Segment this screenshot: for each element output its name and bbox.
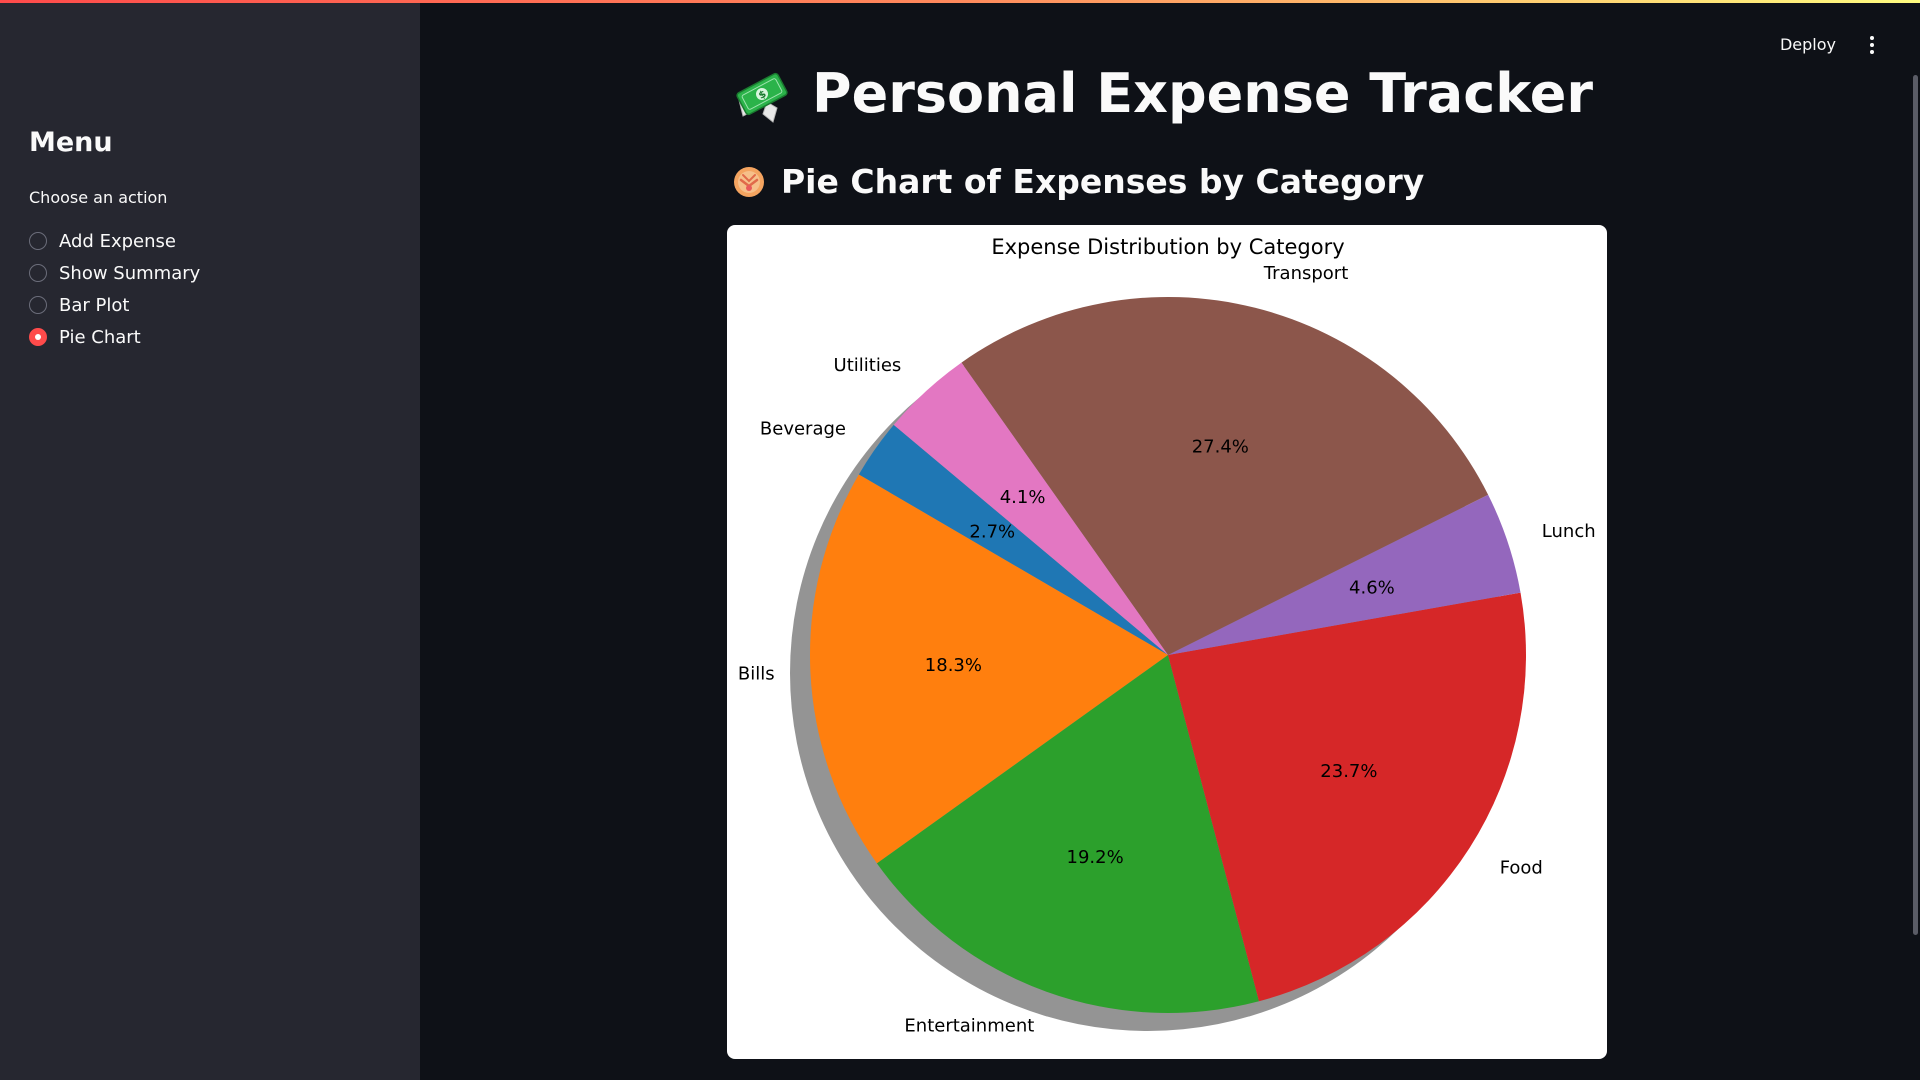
pie-category-label: Entertainment <box>904 1015 1034 1036</box>
pie-category-label: Bills <box>738 663 775 684</box>
top-decoration-bar <box>0 0 1920 3</box>
radio-bar-plot[interactable]: Bar Plot <box>29 289 200 321</box>
pie-pct-label: 23.7% <box>1320 761 1377 782</box>
pie-pct-label: 4.1% <box>1000 487 1046 508</box>
page-title: Personal Expense Tracker <box>812 62 1593 125</box>
pie-pct-label: 2.7% <box>969 521 1015 542</box>
radio-option-label: Add Expense <box>59 230 176 252</box>
deploy-button[interactable]: Deploy <box>1779 35 1837 54</box>
pie-slice-entertainment <box>876 655 1259 1014</box>
kebab-menu-icon[interactable] <box>1860 32 1884 58</box>
pie-slice-transport <box>961 296 1489 655</box>
page-scrollbar[interactable] <box>1913 75 1918 935</box>
pie-slice-food <box>1168 592 1527 1002</box>
radio-group-label: Choose an action <box>29 188 168 207</box>
sidebar: Menu Choose an action Add Expense Show S… <box>0 3 420 1080</box>
radio-button[interactable] <box>29 296 47 314</box>
radio-option-label: Pie Chart <box>59 326 141 348</box>
money-with-wings-icon: $ <box>736 72 788 123</box>
pie-chart: Expense Distribution by Category 2.7% Bev… <box>738 235 1596 1036</box>
pie-slice-beverage <box>858 424 1168 655</box>
radio-option-label: Show Summary <box>59 262 201 284</box>
pie-slice-lunch <box>1168 494 1521 655</box>
radio-show-summary[interactable]: Show Summary <box>29 257 200 289</box>
pie-pct-label: 19.2% <box>1067 847 1124 868</box>
action-radio-group: Add Expense Show Summary Bar Plot Pie Ch… <box>29 225 200 353</box>
radio-button-selected[interactable] <box>29 328 47 346</box>
radio-button[interactable] <box>29 232 47 250</box>
radio-add-expense[interactable]: Add Expense <box>29 225 200 257</box>
radio-pie-chart[interactable]: Pie Chart <box>29 321 200 353</box>
radio-option-label: Bar Plot <box>59 294 130 316</box>
pie-slice-utilities <box>893 362 1168 655</box>
pie-chart-card: Expense Distribution by Category 2.7% Bev… <box>727 225 1607 1059</box>
pie-category-label: Beverage <box>760 418 846 439</box>
pie-slice-bills <box>810 474 1168 864</box>
pie-category-label: Food <box>1500 857 1543 878</box>
section-heading: Pie Chart of Expenses by Category <box>781 162 1425 201</box>
pie-pct-label: 4.6% <box>1349 578 1395 599</box>
radio-button[interactable] <box>29 264 47 282</box>
sidebar-title: Menu <box>29 127 113 158</box>
pie-category-label: Utilities <box>834 355 902 376</box>
pie-pct-label: 18.3% <box>925 655 982 676</box>
pie-pct-label: 27.4% <box>1192 437 1249 458</box>
pie-category-label: Transport <box>1263 263 1348 284</box>
svg-text:$: $ <box>757 89 768 102</box>
pie-icon <box>734 167 764 197</box>
pie-category-label: Lunch <box>1542 521 1596 542</box>
chart-title: Expense Distribution by Category <box>991 235 1344 259</box>
